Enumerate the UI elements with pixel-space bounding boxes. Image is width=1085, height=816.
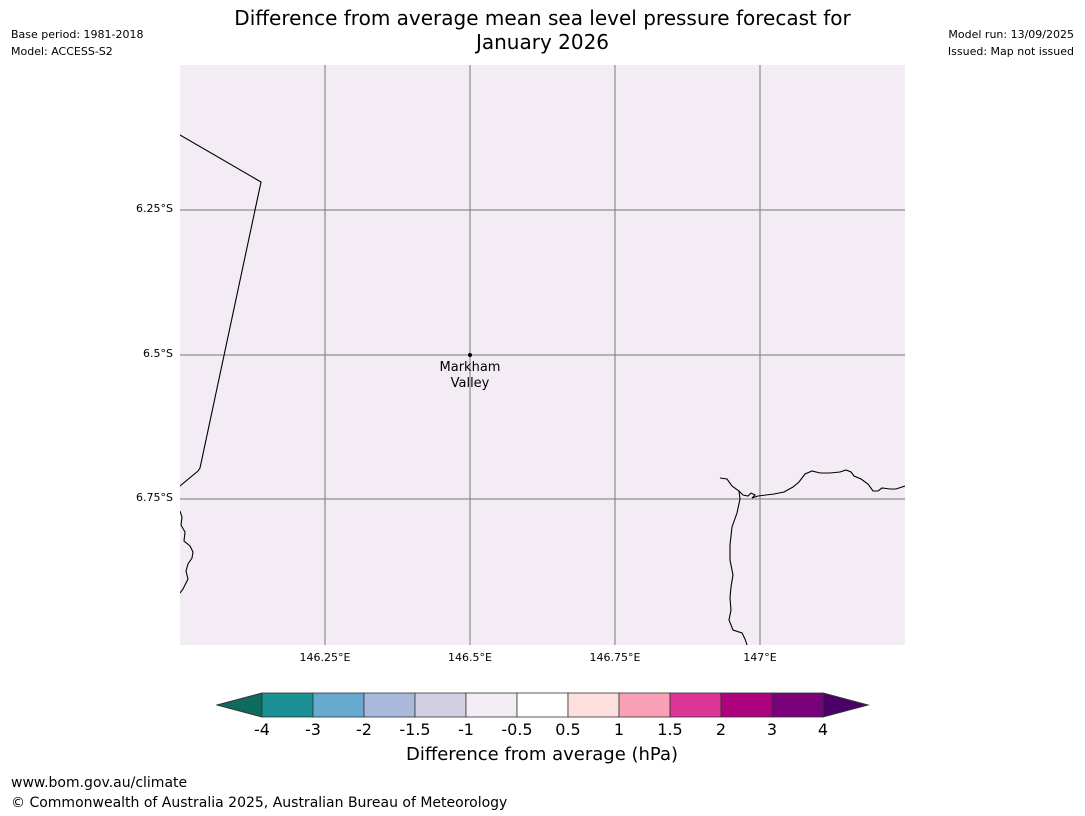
colorbar-bin [363, 692, 416, 718]
colorbar-under-arrow [216, 692, 263, 718]
colorbar-tick-label: 1.5 [657, 720, 683, 739]
model-run-text: Model run: 13/09/2025 [948, 28, 1074, 41]
colorbar-bin [567, 692, 620, 718]
place-label-line-2: Valley [451, 376, 490, 391]
colorbar-bin [414, 692, 467, 718]
colorbar-bin [720, 692, 773, 718]
colorbar-tick-label: 3 [766, 720, 778, 739]
base-period-text: Base period: 1981-2018 [11, 28, 144, 41]
issued-text: Issued: Map not issued [947, 45, 1074, 58]
place-label-line-1: Markham [440, 360, 501, 375]
colorbar-tick-label: 4 [817, 720, 829, 739]
colorbar-tick-label: 1 [613, 720, 625, 739]
colorbar-tick-label: -1 [458, 720, 474, 739]
lon-tick-label: 146.75°E [589, 651, 641, 664]
colorbar-bin [618, 692, 671, 718]
colorbar-bin [669, 692, 722, 718]
colorbar-tick-label: 2 [715, 720, 727, 739]
colorbar-tick-label: -2 [356, 720, 372, 739]
colorbar-tick-label: -0.5 [501, 720, 533, 739]
colorbar-bin [516, 692, 569, 718]
colorbar-bin [771, 692, 824, 718]
footer-copyright: © Commonwealth of Australia 2025, Austra… [11, 795, 508, 811]
colorbar [216, 692, 870, 718]
title-line-1: Difference from average mean sea level p… [234, 6, 851, 30]
header-meta-right: Model run: 13/09/2025 Issued: Map not is… [948, 26, 1074, 60]
lon-tick-label: 146.25°E [299, 651, 351, 664]
map-panel[interactable]: Markham Valley [180, 65, 905, 645]
coastline-south-east [728, 490, 748, 645]
lon-tick-label: 147°E [743, 651, 777, 664]
map-canvas: Markham Valley [180, 65, 905, 645]
lat-tick-label: 6.5°S [143, 347, 173, 360]
lat-tick-label: 6.75°S [136, 491, 173, 504]
model-text: Model: ACCESS-S2 [11, 45, 113, 58]
page-title: Difference from average mean sea level p… [180, 6, 905, 54]
colorbar-tick-label: -4 [254, 720, 270, 739]
colorbar-bins [261, 692, 824, 718]
colorbar-bin [261, 692, 314, 718]
lat-tick-label: 6.25°S [136, 202, 173, 215]
markham-valley-marker [468, 353, 472, 357]
colorbar-over-arrow [822, 692, 870, 718]
header-meta-left: Base period: 1981-2018 Model: ACCESS-S2 [11, 26, 143, 60]
colorbar-tick-label: 0.5 [555, 720, 581, 739]
coastline-east [719, 469, 905, 499]
title-line-2: January 2026 [475, 30, 610, 54]
colorbar-tick-label: -3 [305, 720, 321, 739]
border-line-west [180, 134, 262, 487]
colorbar-title: Difference from average (hPa) [405, 744, 679, 765]
lon-tick-label: 146.5°E [448, 651, 492, 664]
colorbar-tick-label: -1.5 [399, 720, 431, 739]
colorbar-bin [465, 692, 518, 718]
footer-url[interactable]: www.bom.gov.au/climate [11, 775, 188, 791]
colorbar-bin [312, 692, 365, 718]
coastline-west [180, 510, 194, 594]
